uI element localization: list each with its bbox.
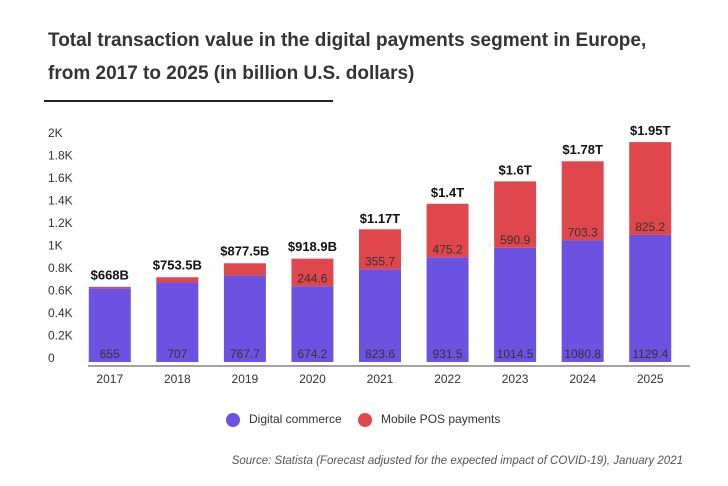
total-label: $1.78T — [562, 142, 603, 157]
value-label: 590.9 — [500, 233, 530, 247]
value-label: 767.7 — [230, 347, 260, 361]
source: Source: Statista (Forecast adjusted for … — [232, 455, 683, 467]
value-label: 244.6 — [297, 271, 327, 285]
y-tick-label: 1K — [48, 239, 63, 253]
y-tick-label: 0 — [48, 351, 55, 365]
value-label: 931.5 — [433, 347, 463, 361]
total-label: $753.5B — [153, 258, 202, 273]
total-label: $877.5B — [220, 244, 269, 259]
x-tick-label: 2018 — [164, 372, 191, 386]
total-label: $1.17T — [360, 211, 401, 226]
x-tick-label: 2021 — [367, 372, 394, 386]
legend-swatch — [358, 413, 372, 427]
bar-segment — [629, 234, 672, 362]
bar-segment — [561, 240, 604, 362]
y-tick-label: 1.2K — [48, 216, 73, 230]
bar-segment — [88, 286, 131, 289]
bar-segment — [156, 277, 199, 283]
bar-segment — [156, 282, 199, 362]
bar-segment — [426, 203, 469, 258]
value-label: 703.3 — [568, 226, 598, 240]
total-label: $918.9B — [288, 239, 337, 254]
x-tick-label: 2022 — [434, 372, 461, 386]
bar-segment — [561, 161, 604, 241]
x-tick-label: 2024 — [569, 372, 596, 386]
bar-segment — [359, 229, 401, 270]
y-tick-label: 2K — [48, 126, 63, 140]
legend-label: Digital commerce — [249, 412, 342, 426]
legend-label: Mobile POS payments — [381, 412, 500, 426]
x-tick-label: 2025 — [637, 372, 664, 386]
y-tick-label: 0.6K — [48, 284, 73, 298]
title-rule — [44, 100, 333, 102]
bar-segment — [494, 181, 537, 248]
bar-segment — [88, 288, 131, 362]
x-tick-label: 2019 — [232, 372, 259, 386]
value-label: 1014.5 — [497, 347, 534, 361]
chart-title: Total transaction value in the digital p… — [48, 30, 647, 84]
y-tick-label: 0.2K — [48, 329, 73, 343]
value-label: 707 — [167, 347, 187, 361]
total-label: $1.6T — [498, 162, 531, 177]
y-tick-label: 0.8K — [48, 261, 73, 275]
x-tick-label: 2020 — [299, 372, 326, 386]
value-label: 355.7 — [365, 255, 395, 269]
bar-segment — [426, 257, 469, 362]
bar-segment — [223, 275, 266, 362]
value-label: 825.2 — [635, 220, 665, 234]
value-label: 655 — [100, 347, 120, 361]
value-label: 1080.8 — [564, 347, 601, 361]
value-label: 823.6 — [365, 347, 395, 361]
y-tick-label: 1.8K — [48, 149, 73, 163]
value-label: 1129.4 — [632, 347, 668, 361]
legend-swatch — [226, 413, 240, 427]
total-label: $1.95T — [630, 123, 671, 138]
total-label: $668B — [91, 267, 129, 282]
total-label: $1.4T — [431, 185, 464, 200]
value-label: 475.2 — [433, 242, 463, 256]
bar-segment — [291, 286, 334, 362]
bar-segment — [629, 142, 672, 235]
x-tick-label: 2023 — [502, 372, 529, 386]
bar-segment — [494, 247, 537, 362]
y-tick-label: 0.4K — [48, 306, 73, 320]
y-tick-label: 1.6K — [48, 171, 73, 185]
x-tick-label: 2017 — [96, 372, 123, 386]
bar-segment — [359, 269, 401, 362]
bar-segment — [291, 258, 334, 287]
y-tick-label: 1.4K — [48, 194, 73, 208]
bar-segment — [223, 263, 266, 276]
value-label: 674.2 — [297, 347, 327, 361]
